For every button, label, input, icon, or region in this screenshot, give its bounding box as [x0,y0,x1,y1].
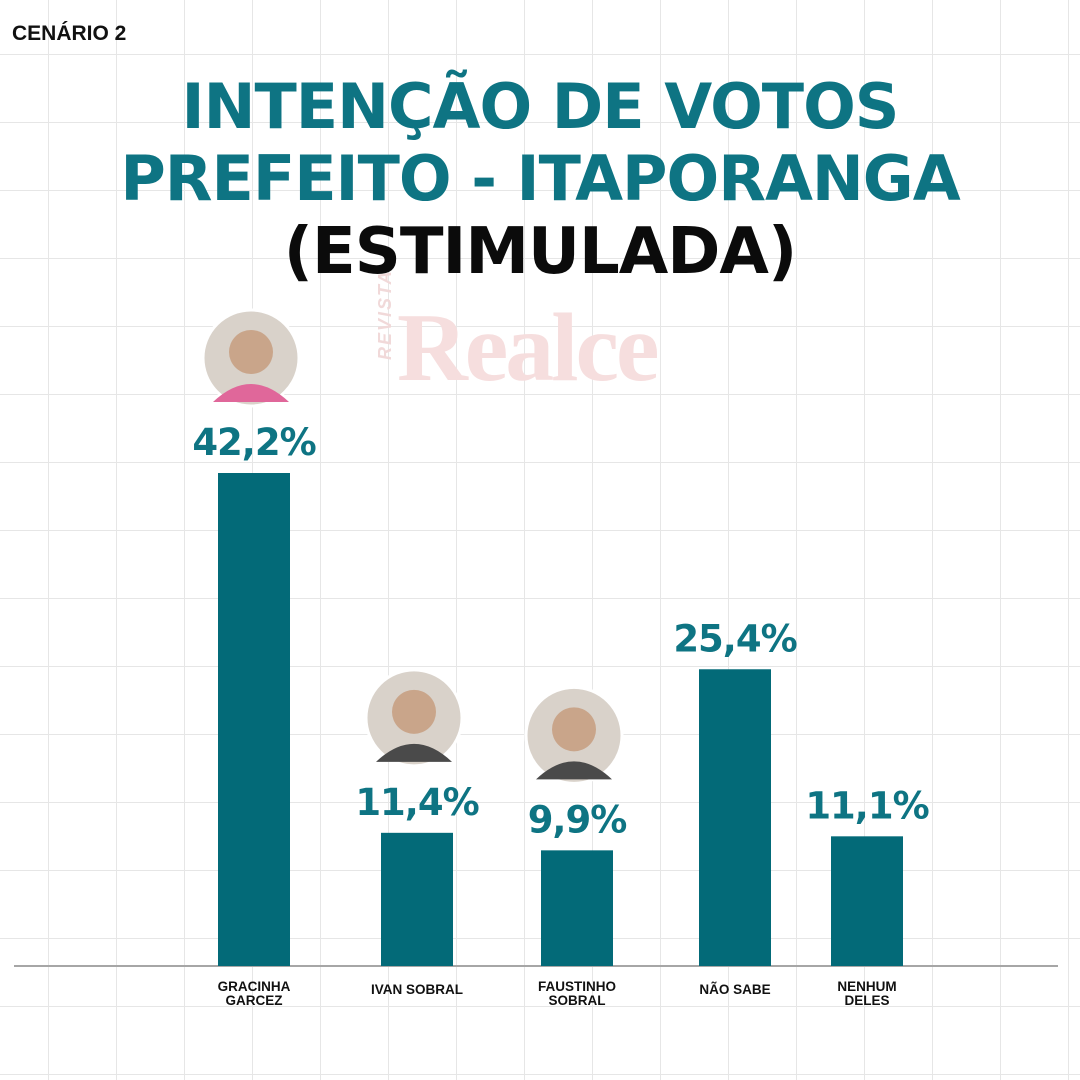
scenario-label: CENÁRIO 2 [12,22,127,45]
chart-title-line-2: PREFEITO - ITAPORANGA [120,142,960,215]
category-label-4-1: DELES [844,993,889,1008]
bar-2 [541,850,613,966]
watermark-logo: REVISTA Realce [375,269,715,412]
category-label-2-0: FAUSTINHO [538,979,616,994]
value-label-3: 25,4% [673,617,796,660]
candidate-photo-shoulders-0 [213,384,289,402]
bar-1 [381,832,453,966]
candidate-photo-shoulders-1 [376,743,452,762]
category-label-2-1: SOBRAL [549,993,606,1008]
candidate-photo-face-0 [229,330,273,374]
category-label-3-0: NÃO SABE [699,982,770,997]
bar-3 [699,669,771,966]
chart-title-line-1: INTENÇÃO DE VOTOS [181,70,900,143]
chart-subtitle: (ESTIMULADA) [283,215,797,289]
bar-0 [218,473,290,966]
value-label-4: 11,1% [805,784,928,827]
category-label-0-1: GARCEZ [226,993,283,1008]
bar-4 [831,836,903,966]
candidate-photo-shoulders-2 [536,761,612,780]
watermark-big-text: Realce [397,294,659,402]
category-label-4-0: NENHUM [837,979,896,994]
candidate-photo-face-2 [552,707,596,752]
category-label-1-0: IVAN SOBRAL [371,982,463,997]
value-label-2: 9,9% [528,798,627,841]
candidate-photo-face-1 [392,689,436,734]
category-label-0-0: GRACINHA [218,979,291,994]
value-label-0: 42,2% [192,421,315,464]
value-label-1: 11,4% [355,781,478,824]
